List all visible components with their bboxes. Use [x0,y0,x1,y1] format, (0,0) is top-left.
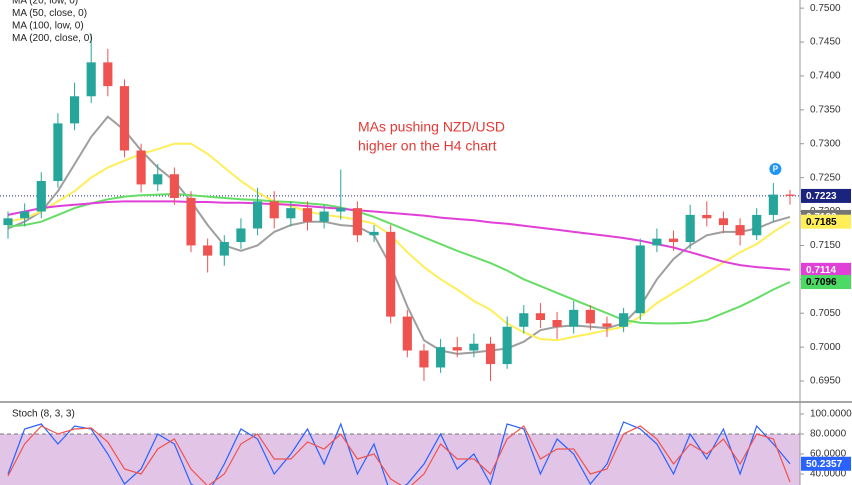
candle-body [569,309,579,327]
candle-body [236,228,246,243]
annotation: higher on the H4 chart [358,138,497,154]
price-label-box [801,456,851,471]
price-label-box [801,275,851,290]
price-axis: 0.69500.70000.70500.71000.71500.72000.72… [800,3,852,480]
candle-body [602,323,612,327]
candle-body [169,174,179,198]
candle-body [502,326,512,365]
stoch-title: Stoch (8, 3, 3) [12,409,75,420]
candle-body [3,218,13,226]
candle-body [585,309,595,324]
candle-body [153,174,163,185]
price-label: 0.7185 [806,217,837,228]
marker-icon [769,163,782,176]
candle-body [103,62,113,87]
candle-body [668,238,679,243]
y-tick-label: 0.6950 [810,376,841,387]
candle-body [619,313,629,327]
candle-body [302,208,313,222]
y-tick-label: 0.7000 [810,342,841,353]
stoch-line [7,425,791,485]
candle-body [252,201,263,229]
candle-body [519,313,529,327]
y-tick-label: 0.7050 [810,308,841,319]
candle-body [402,316,412,351]
price-label: 0.7096 [806,277,837,288]
candle-body [369,231,379,236]
price-label: 0.7114 [806,265,836,276]
candle-body [485,343,496,365]
y-tick-label: 40.0000 [810,469,847,480]
candle-body [203,245,213,256]
candle-body [535,313,546,320]
candle-body [186,197,196,246]
moving-average [7,192,791,325]
candle-body [286,208,296,219]
y-tick-label: 0.7350 [810,104,841,115]
candle-body [20,211,30,219]
candle-body [702,214,712,219]
y-tick-label: 0.7450 [810,37,841,48]
y-tick-label: 0.7150 [810,240,841,251]
y-tick-label: 0.7500 [810,3,841,14]
candle-body [119,86,130,151]
candle-body [552,320,562,327]
y-tick-label: 0.7400 [810,71,841,82]
price-panel: P [0,33,800,382]
candle-body [469,343,479,351]
candle-body [735,225,745,236]
annotation: MAs pushing NZD/USD [358,119,505,135]
price-label: 50.2357 [806,459,843,470]
legend-entry: MA (100, low, 0) [12,21,84,32]
candle-body [336,208,346,212]
y-tick-label: 0.7250 [810,172,841,183]
price-label-box [801,262,851,277]
candle-body [635,245,645,314]
candle-body [652,238,662,246]
stoch-line [7,421,791,485]
y-tick-label: 100.0000 [810,409,852,420]
candle-body [785,194,795,196]
candle-body [86,62,96,97]
price-label-box [801,188,851,203]
legend-entry: MA (20, low, 0) [12,0,78,7]
y-tick-label: 60.0000 [810,449,847,460]
candle-body [685,214,695,243]
candle-body [768,194,778,215]
price-label: 0.7223 [806,191,837,202]
candle-body [718,218,729,226]
candle-body [419,350,429,368]
candle-body [752,214,762,236]
candle-body [319,211,329,222]
price-label-box [801,214,851,229]
candle-body [452,347,462,351]
candle-body [436,347,446,368]
candle-body [53,123,63,182]
marker-label: P [773,165,779,174]
legend-entry: MA (200, close, 0) [12,33,93,44]
candle-body [36,181,46,212]
candle-body [269,201,279,219]
candle-body [136,150,146,185]
candle-body [386,231,396,317]
legend-entry: MA (50, close, 0) [12,8,87,19]
stoch-panel [0,421,800,485]
moving-average [7,115,791,355]
candle-body [69,96,80,124]
candle-body [352,208,362,236]
y-tick-label: 0.7300 [810,138,841,149]
candle-body [219,242,229,256]
y-tick-label: 80.0000 [810,429,847,440]
